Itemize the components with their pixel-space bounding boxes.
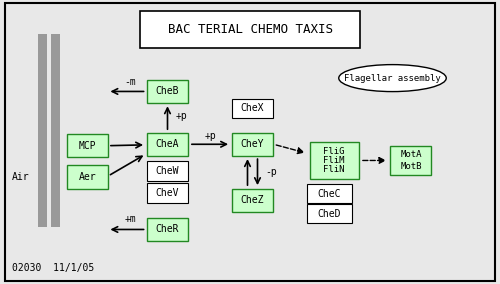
FancyBboxPatch shape bbox=[232, 189, 273, 212]
Text: Air: Air bbox=[12, 172, 30, 182]
Text: MotB: MotB bbox=[400, 162, 422, 171]
Text: CheR: CheR bbox=[156, 224, 179, 235]
Text: -m: -m bbox=[124, 77, 136, 87]
Text: 02030  11/1/05: 02030 11/1/05 bbox=[12, 263, 95, 273]
FancyBboxPatch shape bbox=[232, 99, 273, 118]
Text: BAC TERIAL CHEMO TAXIS: BAC TERIAL CHEMO TAXIS bbox=[168, 23, 332, 36]
Text: FliM: FliM bbox=[323, 156, 345, 165]
FancyBboxPatch shape bbox=[147, 161, 188, 181]
Text: CheA: CheA bbox=[156, 139, 179, 149]
FancyBboxPatch shape bbox=[67, 165, 108, 189]
Text: CheW: CheW bbox=[156, 166, 179, 176]
Ellipse shape bbox=[339, 65, 446, 92]
FancyBboxPatch shape bbox=[140, 11, 360, 48]
Text: CheY: CheY bbox=[241, 139, 264, 149]
Text: Aer: Aer bbox=[78, 172, 96, 182]
FancyBboxPatch shape bbox=[67, 134, 108, 157]
FancyBboxPatch shape bbox=[306, 204, 352, 223]
Text: CheD: CheD bbox=[318, 208, 341, 219]
Text: CheB: CheB bbox=[156, 86, 179, 97]
Text: CheZ: CheZ bbox=[241, 195, 264, 205]
FancyBboxPatch shape bbox=[232, 133, 273, 156]
Text: +p: +p bbox=[204, 131, 216, 141]
Text: FliG: FliG bbox=[323, 147, 345, 156]
FancyBboxPatch shape bbox=[147, 133, 188, 156]
Bar bbox=[38, 34, 46, 227]
Text: CheX: CheX bbox=[241, 103, 264, 114]
Text: -p: -p bbox=[265, 167, 277, 178]
FancyBboxPatch shape bbox=[147, 183, 188, 203]
Bar bbox=[51, 34, 60, 227]
Text: CheV: CheV bbox=[156, 188, 179, 198]
FancyBboxPatch shape bbox=[310, 142, 358, 179]
Text: +m: +m bbox=[124, 214, 136, 224]
FancyBboxPatch shape bbox=[306, 185, 352, 203]
Text: CheC: CheC bbox=[318, 189, 341, 199]
FancyBboxPatch shape bbox=[390, 146, 432, 176]
Text: MCP: MCP bbox=[78, 141, 96, 151]
FancyBboxPatch shape bbox=[147, 218, 188, 241]
Text: +p: +p bbox=[176, 111, 188, 122]
Text: FliN: FliN bbox=[323, 165, 345, 174]
Text: Flagellar assembly: Flagellar assembly bbox=[344, 74, 441, 83]
Text: MotA: MotA bbox=[400, 150, 422, 159]
FancyBboxPatch shape bbox=[147, 80, 188, 103]
